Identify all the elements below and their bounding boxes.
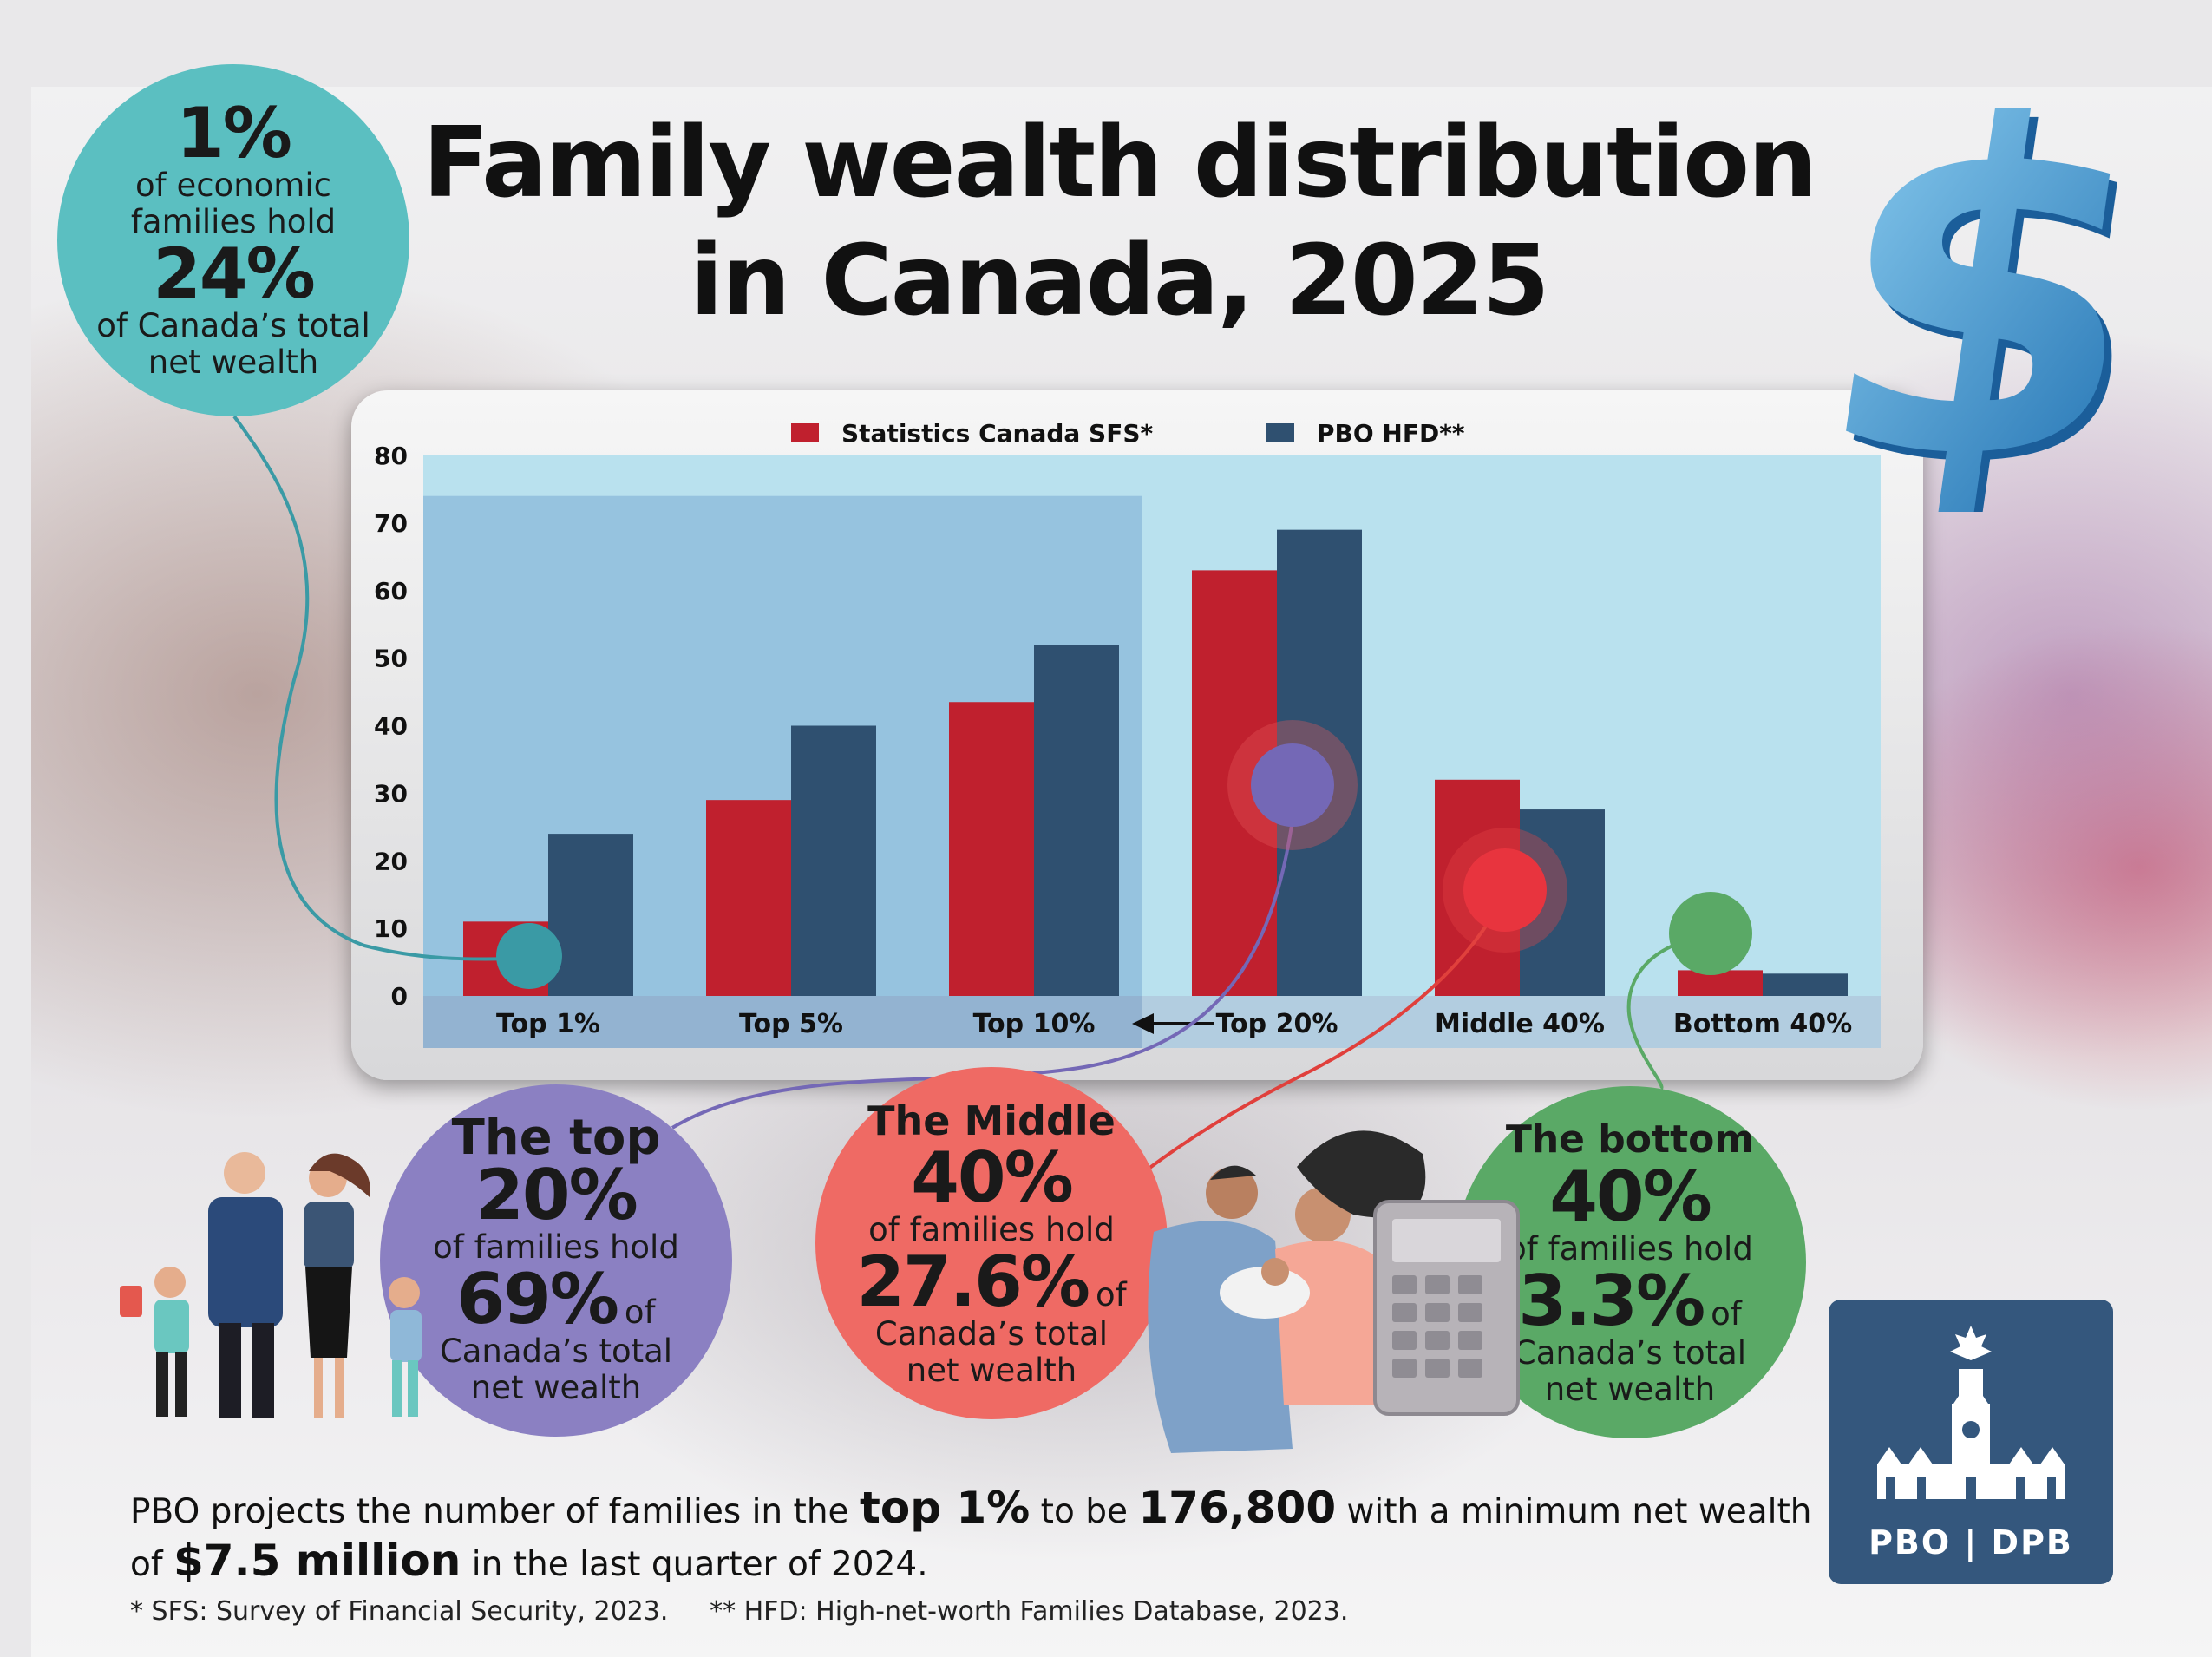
pbo-logo: PBO | DPB: [1829, 1300, 2113, 1584]
projection-text-part: in the last quarter of 2024.: [461, 1545, 928, 1584]
footnote-sfs: * SFS: Survey of Financial Security, 202…: [130, 1596, 669, 1627]
projection-text-part: of: [130, 1545, 173, 1584]
svg-text:$: $: [1804, 78, 2169, 512]
callout-top-20-share: 69%: [456, 1259, 618, 1339]
y-tick-label: 20: [374, 847, 408, 875]
callout-share-row: 69% of: [456, 1259, 656, 1339]
bar-hfd-5: [1763, 973, 1848, 996]
y-tick-label: 0: [391, 982, 408, 1011]
legend-swatch-sfs: [791, 423, 819, 442]
parliament-icon: [1877, 1326, 2065, 1499]
arrow-head: [1132, 1013, 1154, 1034]
projection-text-part: PBO projects the number of families in t…: [130, 1492, 860, 1531]
callout-text: of families hold: [433, 1228, 679, 1266]
y-tick-label: 80: [374, 442, 408, 470]
callout-text: families hold: [130, 203, 337, 240]
callout-text: net wealth: [470, 1369, 642, 1406]
callout-text: of economic: [135, 167, 331, 204]
x-tick-label: Top 10%: [973, 1009, 1096, 1039]
y-tick-label: 70: [374, 509, 408, 538]
callout-bottom-40: The bottom 40% of families hold 3.3% of …: [1454, 1086, 1806, 1438]
marker-teal: [496, 923, 562, 989]
bar-sfs-5: [1678, 970, 1763, 996]
page-title: Family wealth distribution in Canada, 20…: [373, 104, 1865, 340]
callout-text: Canada’s total: [874, 1315, 1109, 1352]
projection-text-bold: 176,800: [1138, 1483, 1337, 1533]
legend-label-hfd: PBO HFD**: [1317, 419, 1465, 448]
y-tick-label: 50: [374, 645, 408, 673]
bar-sfs-2: [949, 702, 1034, 996]
marker-red: [1463, 848, 1547, 932]
y-tick-label: 10: [374, 914, 408, 943]
projection-text-part: with a minimum net wealth: [1336, 1492, 1812, 1531]
callout-text: Canada’s total: [439, 1333, 673, 1370]
bar-hfd-2: [1034, 645, 1119, 996]
callout-text: net wealth: [147, 344, 319, 381]
callout-text: net wealth: [906, 1352, 1077, 1389]
legend-swatch-hfd: [1266, 423, 1294, 442]
callout-text: of families hold: [868, 1211, 1115, 1248]
marker-green: [1669, 892, 1752, 975]
projection-text-bold: top 1%: [859, 1483, 1031, 1533]
callout-top-20-pct: 20%: [475, 1155, 638, 1235]
marker-purple: [1251, 743, 1334, 827]
footnote-hfd: ** HFD: High-net-worth Families Database…: [710, 1596, 1349, 1627]
callout-share-row: 3.3% of: [1518, 1261, 1742, 1341]
x-tick-label: Top 20%: [1216, 1009, 1338, 1039]
connector-red: [1143, 893, 1507, 1173]
legend-label-sfs: Statistics Canada SFS*: [841, 419, 1154, 448]
bar-hfd-1: [791, 725, 876, 996]
callout-bottom-40-share: 3.3%: [1518, 1261, 1705, 1341]
projection-text-bold: $7.5 million: [173, 1536, 461, 1586]
svg-text:$: $: [1804, 78, 2169, 512]
callout-text: of: [624, 1294, 656, 1331]
x-tick-label: Bottom 40%: [1673, 1009, 1852, 1039]
title-line-1: Family wealth distribution: [422, 107, 1817, 219]
callout-text: of: [1095, 1276, 1127, 1313]
bar-sfs-1: [706, 800, 791, 996]
y-tick-label: 60: [374, 577, 408, 606]
logo-text: PBO | DPB: [1868, 1523, 2073, 1562]
callout-top-1-pct: 1%: [176, 93, 292, 174]
footnotes: * SFS: Survey of Financial Security, 202…: [130, 1596, 1348, 1627]
bar-hfd-0: [548, 834, 633, 996]
callout-top-20: The top 20% of families hold 69% of Cana…: [380, 1084, 732, 1437]
y-tick-label: 30: [374, 779, 408, 808]
callout-top-1: 1% of economic families hold 24% of Cana…: [57, 64, 409, 416]
projection-text-part: to be: [1030, 1492, 1139, 1531]
projection-text: PBO projects the number of families in t…: [130, 1483, 1830, 1589]
title-line-2: in Canada, 2025: [690, 225, 1549, 337]
callout-text: of families hold: [1507, 1230, 1753, 1267]
callout-middle-40-share: 27.6%: [856, 1241, 1090, 1322]
callout-text: Canada’s total: [1513, 1334, 1747, 1372]
callout-text: of Canada’s total: [96, 307, 370, 344]
callout-share-row: 27.6% of: [856, 1241, 1127, 1322]
x-axis-band-highlight: [423, 996, 1142, 1048]
callout-middle-40: The Middle 40% of families hold 27.6% of…: [815, 1067, 1168, 1419]
callout-bottom-40-pct: 40%: [1549, 1156, 1711, 1237]
callout-middle-40-pct: 40%: [911, 1137, 1073, 1218]
connector-teal: [232, 415, 530, 961]
callout-text: of: [1711, 1295, 1742, 1333]
callout-heading: The Middle: [867, 1097, 1116, 1144]
callout-heading: The top: [451, 1110, 661, 1166]
x-tick-label: Top 1%: [496, 1009, 600, 1039]
dollar-sign-icon: $ $: [1804, 78, 2169, 512]
connector-green: [1626, 933, 1711, 1090]
callout-heading: The bottom: [1505, 1117, 1755, 1162]
callout-text: net wealth: [1544, 1371, 1716, 1408]
x-tick-label: Middle 40%: [1435, 1009, 1605, 1039]
y-tick-label: 40: [374, 712, 408, 741]
x-tick-label: Top 5%: [739, 1009, 843, 1039]
callout-top-1-share: 24%: [153, 233, 315, 314]
connector-purple: [671, 819, 1294, 1130]
